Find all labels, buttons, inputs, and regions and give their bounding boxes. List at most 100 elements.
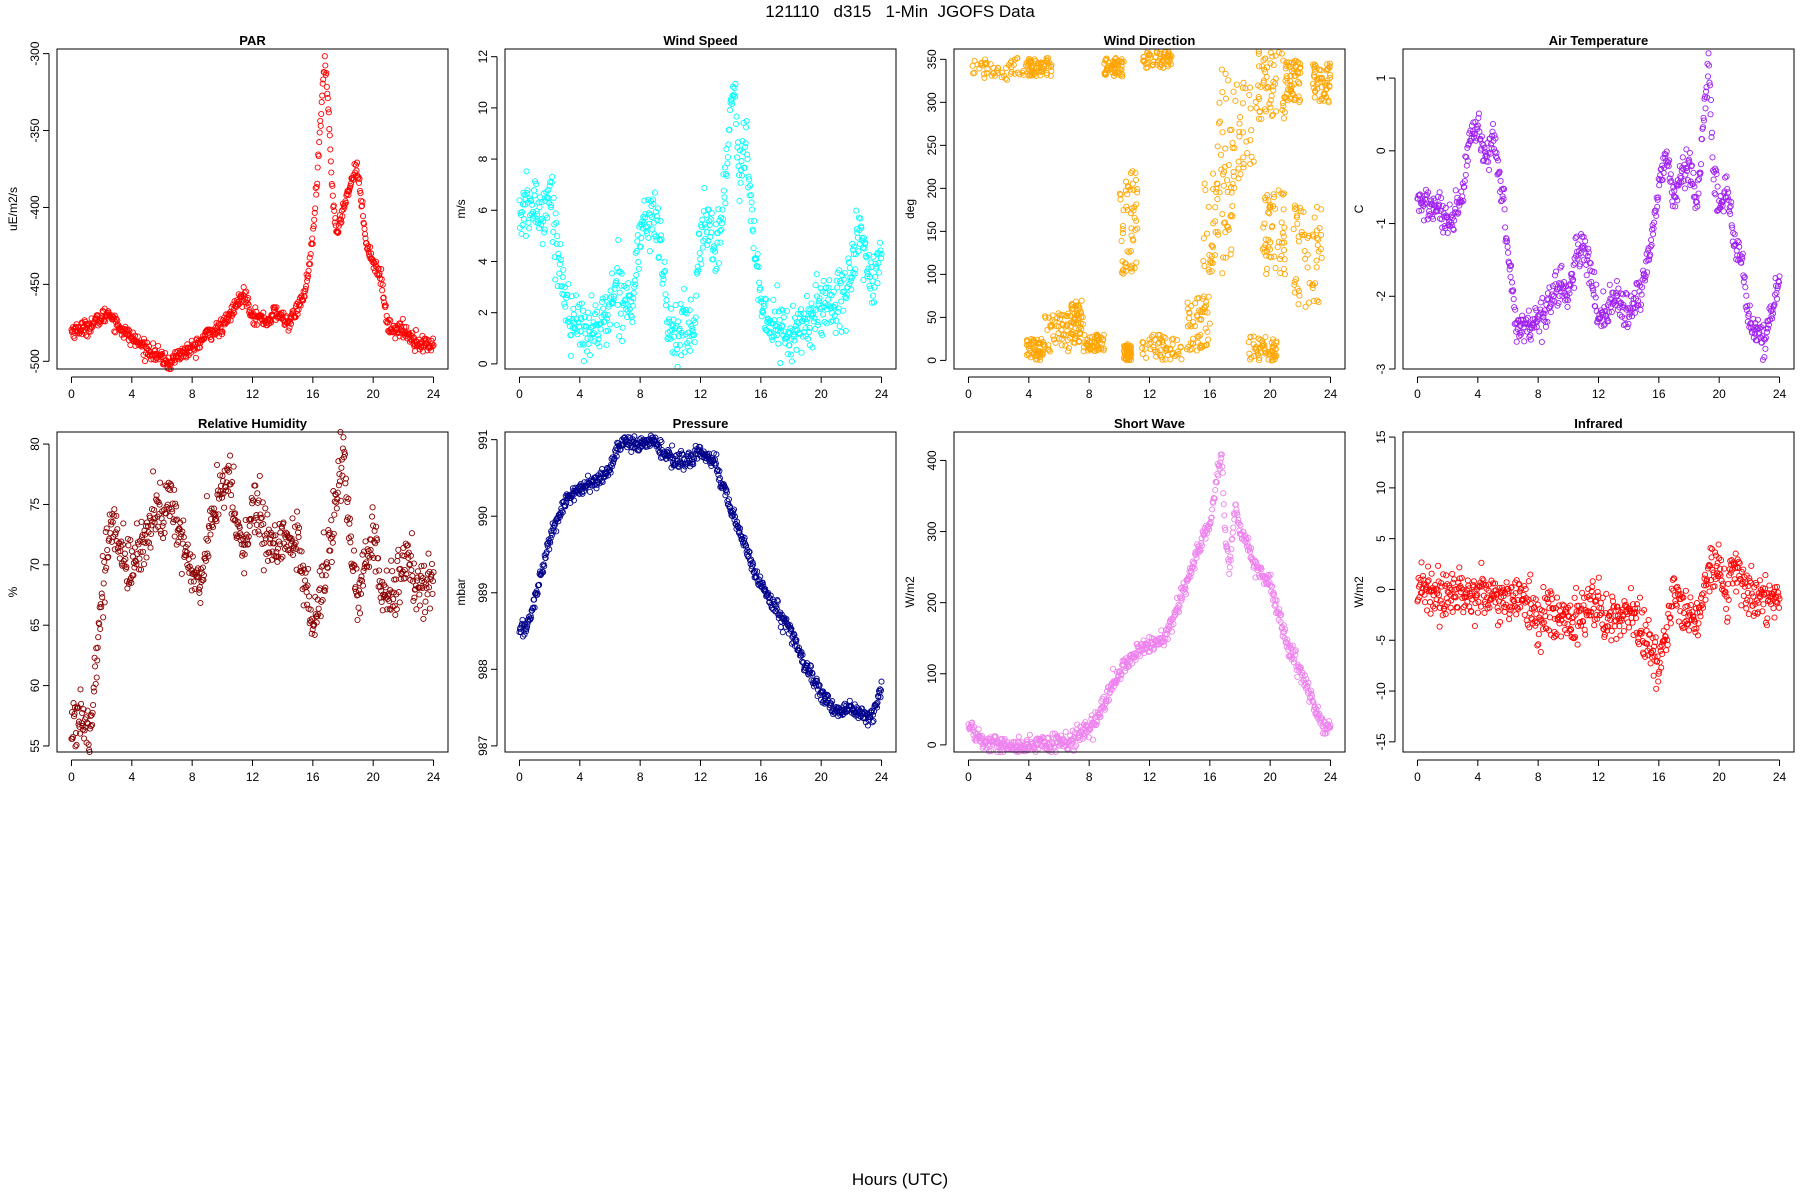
data-point <box>1129 180 1136 187</box>
data-point <box>1726 208 1733 215</box>
data-point <box>836 267 843 274</box>
data-point <box>533 208 540 215</box>
data-point <box>555 254 562 261</box>
data-point <box>1491 132 1498 139</box>
data-point <box>123 563 130 571</box>
data-point <box>552 210 559 217</box>
data-point <box>1651 219 1658 226</box>
data-point <box>1271 356 1278 363</box>
data-point <box>675 333 682 340</box>
data-point <box>577 328 584 335</box>
data-point <box>355 604 362 611</box>
data-point <box>1129 168 1136 175</box>
data-point <box>129 329 136 336</box>
data-point <box>276 541 283 548</box>
data-point <box>1290 81 1298 88</box>
data-point <box>1460 197 1467 205</box>
data-point <box>770 333 777 340</box>
data-point <box>1601 304 1608 311</box>
data-point <box>1184 299 1191 306</box>
data-point <box>658 438 665 446</box>
data-point <box>1713 167 1720 174</box>
data-point <box>1223 177 1231 184</box>
data-point <box>1745 310 1752 317</box>
data-point <box>1281 271 1288 278</box>
data-point <box>312 205 319 212</box>
data-point <box>1266 210 1273 217</box>
data-point <box>423 576 431 583</box>
y-tick-label: 70 <box>28 558 42 572</box>
data-point <box>353 159 361 166</box>
data-point <box>393 606 400 613</box>
data-point <box>97 625 104 633</box>
y-tick-label: 988 <box>476 659 490 679</box>
data-point <box>80 706 87 713</box>
data-point <box>1580 243 1587 250</box>
data-point <box>354 591 362 598</box>
data-point <box>229 311 236 318</box>
data-point <box>214 487 222 494</box>
data-point <box>705 206 712 213</box>
data-point <box>79 709 86 717</box>
data-point <box>683 310 690 317</box>
data-point <box>1320 91 1327 98</box>
data-point <box>658 236 665 243</box>
data-point <box>1206 251 1213 259</box>
data-point <box>166 513 173 520</box>
data-point <box>631 277 638 284</box>
data-point <box>328 558 335 566</box>
data-point <box>596 343 603 350</box>
data-point <box>159 522 166 529</box>
data-point <box>354 616 361 624</box>
data-point <box>1143 354 1150 361</box>
data-point <box>1262 55 1269 62</box>
data-point <box>1702 88 1710 95</box>
data-point <box>1102 57 1109 64</box>
data-point <box>1556 292 1563 300</box>
data-point <box>305 267 312 274</box>
data-point <box>605 327 612 334</box>
data-point <box>1212 204 1219 211</box>
data-point <box>188 337 195 344</box>
data-point <box>750 228 757 235</box>
data-point <box>541 552 548 559</box>
data-point <box>1644 269 1651 276</box>
data-point <box>144 522 152 530</box>
data-point <box>110 313 117 320</box>
data-point <box>693 292 700 299</box>
data-point <box>420 562 428 569</box>
data-point <box>1117 196 1124 203</box>
data-point <box>307 251 314 258</box>
data-point <box>756 576 763 583</box>
x-tick-label: 12 <box>1143 387 1157 401</box>
data-point <box>355 587 363 594</box>
data-point <box>802 325 809 332</box>
data-point <box>1590 287 1597 294</box>
data-point <box>779 629 786 636</box>
data-point <box>323 83 330 90</box>
data-point <box>726 503 734 510</box>
data-point <box>570 497 577 504</box>
data-point <box>530 212 537 219</box>
data-point <box>828 292 835 299</box>
data-point <box>720 187 727 194</box>
data-point <box>350 547 358 554</box>
data-point <box>1769 310 1777 317</box>
data-point <box>557 256 564 263</box>
data-point <box>1774 285 1781 292</box>
data-point <box>1694 203 1701 210</box>
data-point <box>397 320 404 328</box>
data-point <box>830 303 837 310</box>
y-axis-label: deg <box>903 199 917 219</box>
data-point <box>1156 339 1163 346</box>
data-point <box>307 606 314 613</box>
data-point <box>665 316 673 323</box>
data-point <box>1711 190 1718 197</box>
data-point <box>337 220 344 227</box>
data-point <box>517 211 525 219</box>
data-point <box>841 269 848 277</box>
data-point <box>675 318 682 325</box>
data-point <box>635 265 642 272</box>
data-point <box>374 537 381 544</box>
